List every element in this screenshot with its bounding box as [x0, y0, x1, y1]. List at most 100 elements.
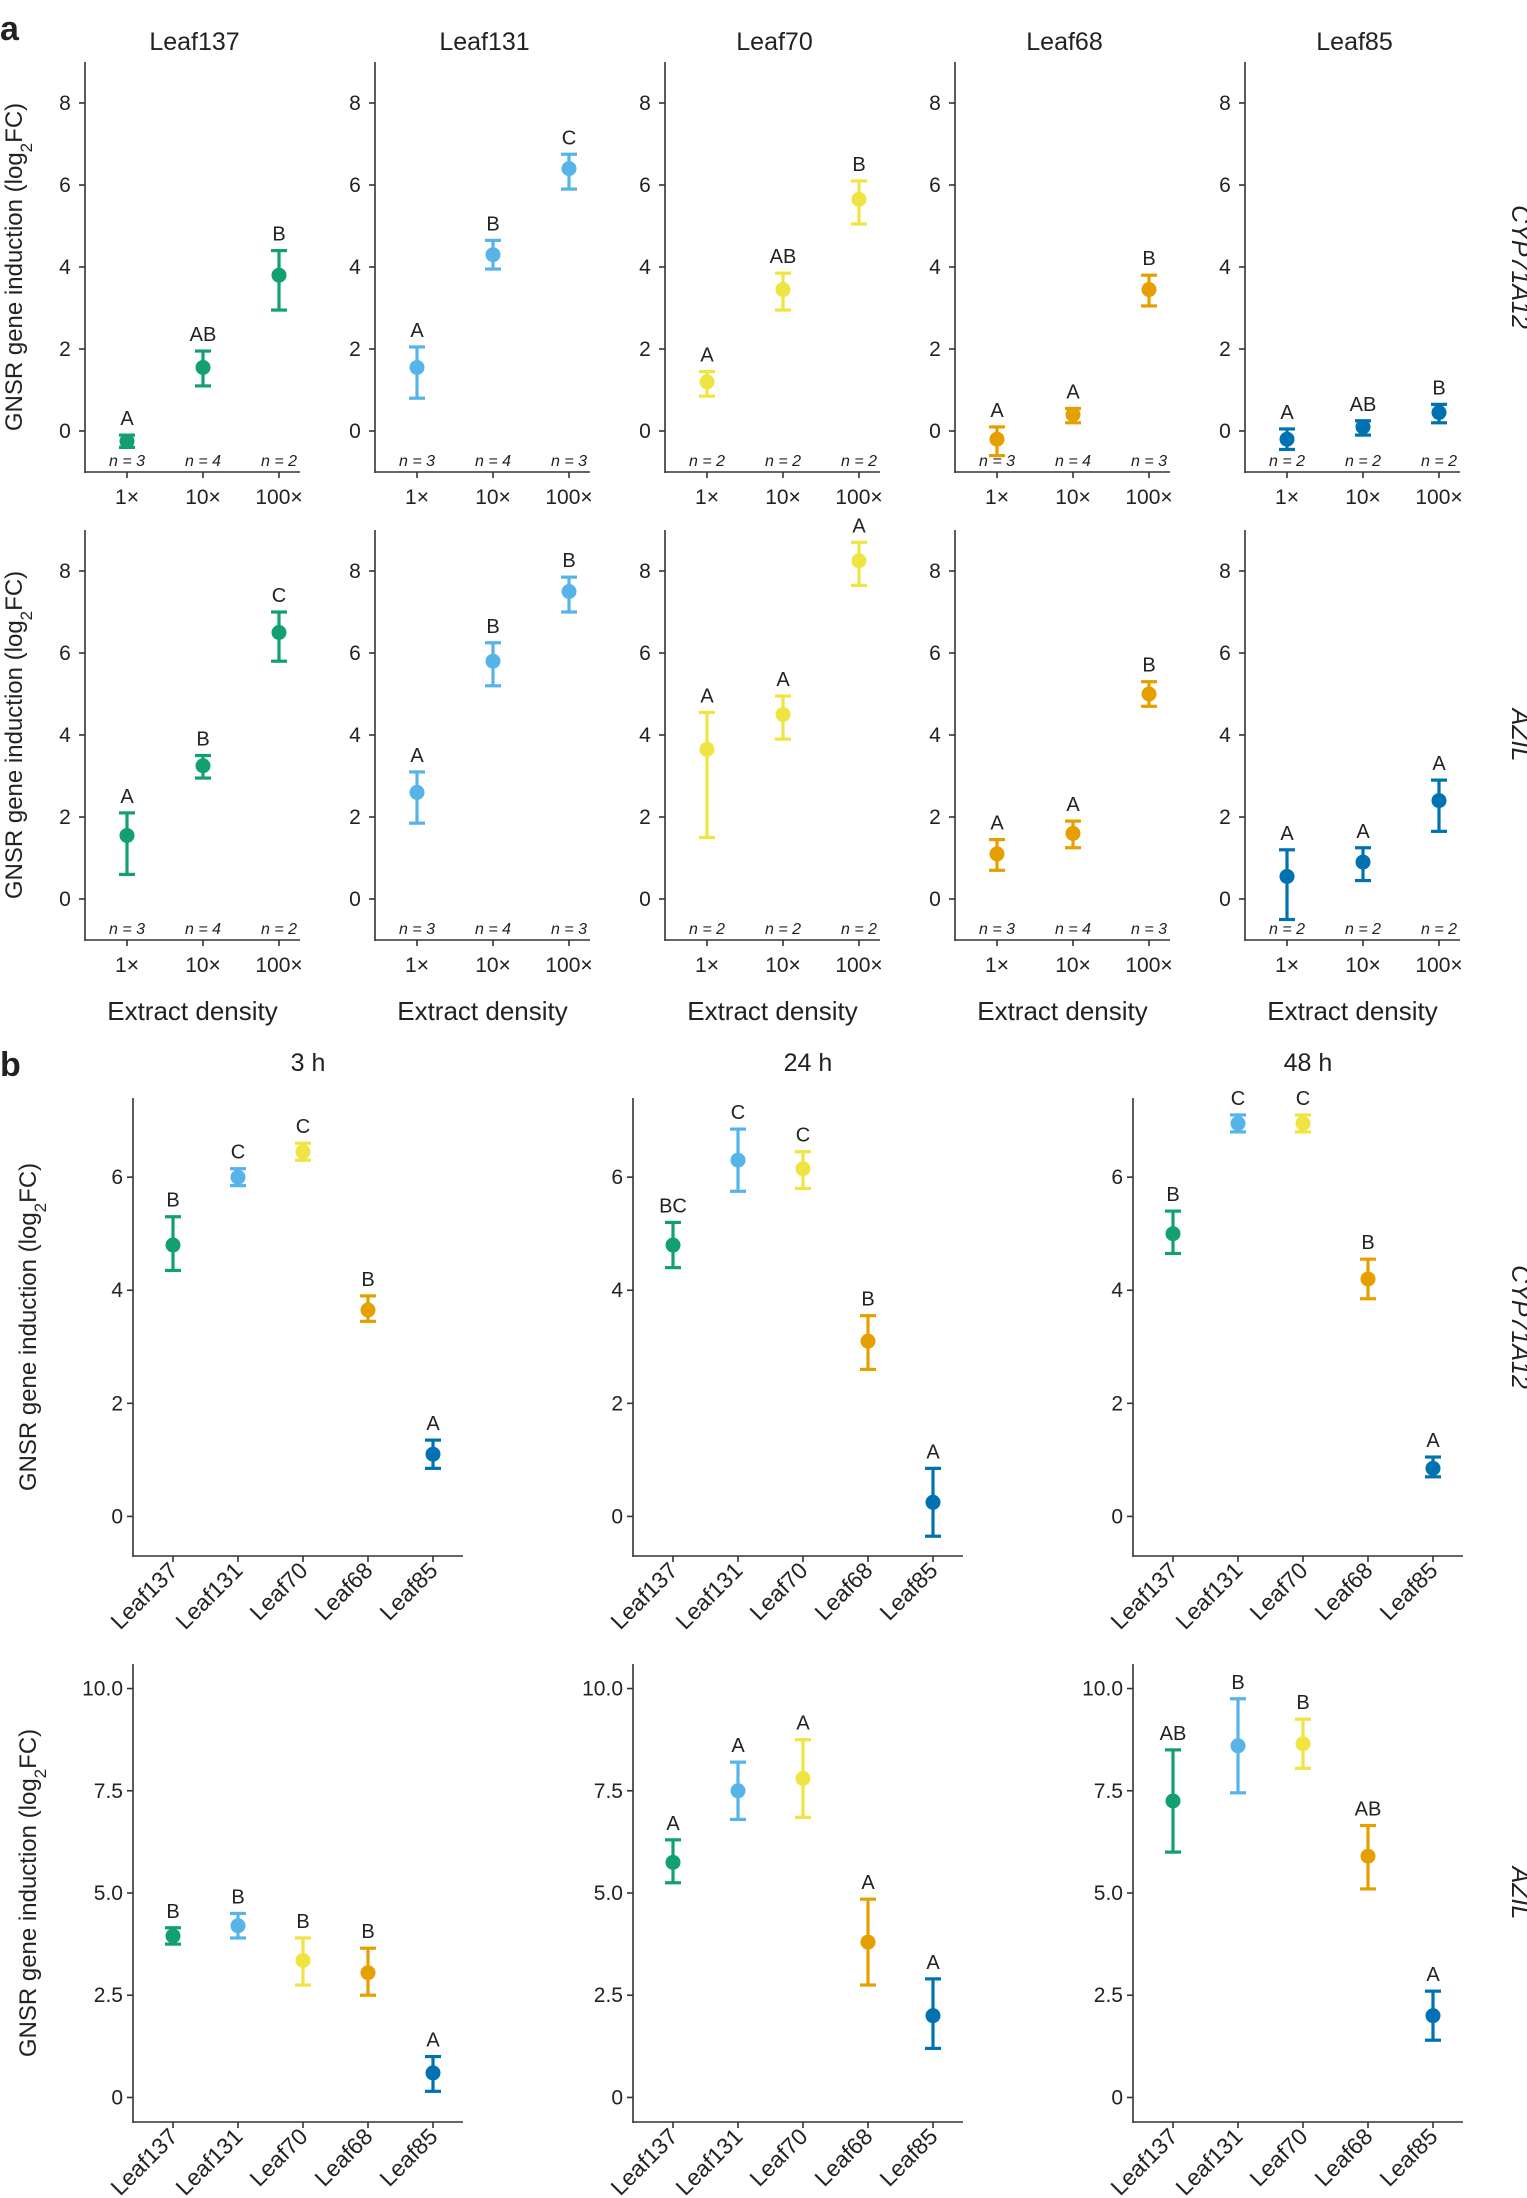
y-tick-label: 2 [349, 806, 361, 829]
sample-size-label: n = 4 [185, 453, 221, 470]
column-header-leaf68: Leaf68 [1026, 28, 1102, 56]
significance-letter: B [562, 550, 575, 572]
significance-letter: B [166, 1901, 179, 1923]
mean-point [1355, 854, 1371, 870]
mean-point [165, 1237, 181, 1253]
sample-size-label: n = 2 [1421, 453, 1457, 470]
y-tick-label: 6 [639, 642, 651, 665]
significance-letter: C [272, 585, 286, 607]
y-tick-label: 5.0 [1094, 1882, 1123, 1905]
significance-letter: C [296, 1116, 310, 1138]
mean-point [851, 191, 867, 207]
mean-point [1360, 1848, 1376, 1864]
x-tick-label: 100× [545, 486, 592, 509]
x-tick-label: Leaf85 [374, 1557, 442, 1625]
data-point-1: A [1279, 823, 1295, 922]
y-tick-label: 6 [111, 1166, 123, 1189]
data-point-3: C [271, 585, 287, 663]
significance-letter: C [1231, 1088, 1245, 1110]
mean-point [1065, 407, 1081, 423]
x-tick-label: Leaf137 [1105, 1557, 1182, 1634]
data-point-1: A [989, 400, 1005, 458]
data-point-leaf85: A [425, 1413, 441, 1470]
mean-point [165, 1928, 181, 1944]
x-tick-label: Leaf68 [809, 1557, 877, 1625]
time-header-48h: 48 h [1284, 1049, 1333, 1077]
significance-letter: C [231, 1142, 245, 1164]
mean-point [665, 1237, 681, 1253]
y-tick-label: 2 [611, 1392, 623, 1415]
y-tick-label: 8 [349, 560, 361, 583]
significance-letter: BC [659, 1195, 687, 1217]
y-tick-label: 5.0 [594, 1882, 623, 1905]
data-point-leaf131: C [230, 1142, 246, 1188]
x-tick-label: 10× [475, 954, 511, 977]
x-tick-label: Leaf85 [374, 2123, 442, 2191]
data-point-leaf70: B [1295, 1692, 1311, 1770]
y-tick-label: 6 [59, 174, 71, 197]
mean-point [425, 1446, 441, 1462]
y-tick-label: 6 [59, 642, 71, 665]
gene-label-azil: AZIL [1506, 1865, 1527, 1920]
data-point-leaf85: A [425, 2030, 441, 2093]
mean-point [561, 584, 577, 599]
y-tick-label: 4 [1219, 724, 1231, 747]
column-header-leaf137: Leaf137 [149, 28, 239, 56]
x-tick-label: 100× [545, 954, 592, 977]
data-point-leaf137: BC [659, 1195, 687, 1270]
significance-letter: A [1280, 823, 1294, 845]
x-tick-label: Leaf131 [170, 1557, 247, 1634]
x-tick-label: 100× [1415, 486, 1462, 509]
x-tick-label: 10× [1345, 486, 1381, 509]
significance-letter: A [852, 515, 866, 537]
x-tick-label: Leaf131 [170, 2123, 247, 2198]
data-point-leaf68: B [360, 1921, 376, 1997]
data-point-leaf68: A [860, 1872, 876, 1987]
mean-point [1230, 1738, 1246, 1754]
subplot-azil-leaf85: 0 2 4 6 8 1× 10× 100× An = 2 An = 2 An = 2 Extract … [1219, 530, 1463, 1026]
x-tick-label: 1× [115, 954, 139, 977]
x-tick-label: 100× [255, 954, 302, 977]
y-tick-label: 0 [1219, 888, 1231, 911]
x-tick-label: 100× [835, 486, 882, 509]
significance-letter: A [120, 786, 134, 808]
y-tick-label: 6 [929, 174, 941, 197]
y-tick-label: 2 [111, 1392, 123, 1415]
mean-point [1431, 793, 1447, 809]
y-tick-label: 7.5 [94, 1780, 123, 1803]
y-axis-label: GNSR gene induction (log2FC) [15, 1163, 50, 1491]
subplot-azil-24h: 0 2.5 5.0 7.5 10.0 Leaf137Leaf131Leaf70Leaf68… [582, 1664, 963, 2198]
sample-size-label: n = 2 [1269, 453, 1305, 470]
data-point-2: AB [770, 246, 796, 312]
y-tick-label: 2.5 [94, 1984, 123, 2007]
y-tick-label: 8 [929, 560, 941, 583]
x-tick-label: Leaf85 [874, 2123, 942, 2191]
y-tick-label: 4 [349, 256, 361, 279]
y-tick-label: 4 [929, 256, 941, 279]
y-tick-label: 6 [929, 642, 941, 665]
y-tick-label: 6 [1219, 642, 1231, 665]
data-point-3: A [1431, 753, 1447, 833]
significance-letter: B [272, 224, 285, 246]
x-tick-label: 1× [405, 954, 429, 977]
data-point-leaf70: C [295, 1116, 311, 1162]
y-tick-label: 0 [1111, 1505, 1123, 1528]
significance-letter: B [296, 1911, 309, 1933]
y-tick-label: 2 [929, 806, 941, 829]
significance-letter: A [666, 1813, 680, 1835]
significance-letter: A [426, 1413, 440, 1435]
data-point-2: B [485, 616, 501, 688]
x-tick-label: 10× [185, 954, 221, 977]
data-point-leaf68: AB [1355, 1799, 1381, 1891]
time-header-24h: 24 h [784, 1049, 833, 1077]
mean-point [230, 1918, 246, 1934]
significance-letter: A [1066, 794, 1080, 816]
y-tick-label: 2 [639, 806, 651, 829]
column-header-leaf131: Leaf131 [439, 28, 529, 56]
y-tick-label: 4 [639, 256, 651, 279]
x-tick-label: 100× [1125, 954, 1172, 977]
x-tick-label: Leaf68 [809, 2123, 877, 2191]
x-tick-label: Leaf68 [1309, 1557, 1377, 1625]
significance-letter: B [861, 1289, 874, 1311]
